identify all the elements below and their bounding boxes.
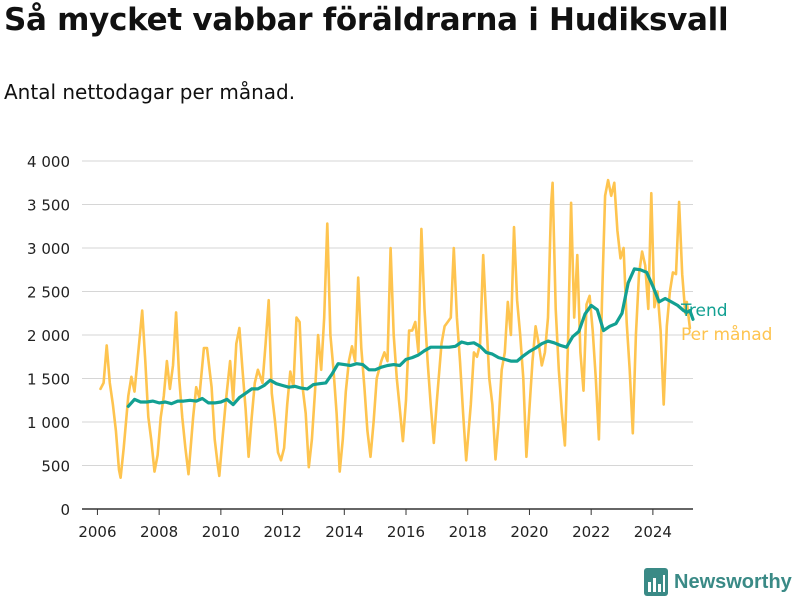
brand-name: Newsworthy xyxy=(674,570,792,593)
x-tick-label: 2016 xyxy=(387,523,425,541)
y-tick-label: 2 500 xyxy=(27,284,70,302)
legend-per-manad: Per månad xyxy=(681,324,772,345)
newsworthy-brand[interactable]: Newsworthy xyxy=(644,568,792,596)
y-tick-label: 500 xyxy=(41,458,70,476)
y-tick-label: 2 000 xyxy=(27,327,70,345)
x-tick-label: 2024 xyxy=(634,523,672,541)
chart-subtitle: Antal nettodagar per månad. xyxy=(4,80,296,104)
x-tick-label: 2014 xyxy=(325,523,363,541)
trend-series-line xyxy=(126,267,695,408)
x-tick-label: 2006 xyxy=(78,523,116,541)
y-tick-label: 3 000 xyxy=(27,240,70,258)
x-tick-label: 2012 xyxy=(263,523,301,541)
y-tick-label: 4 000 xyxy=(27,153,70,171)
chart-title: Så mycket vabbar föräldrarna i Hudiksval… xyxy=(4,2,729,38)
x-tick-label: 2020 xyxy=(510,523,548,541)
x-tick-label: 2010 xyxy=(202,523,240,541)
y-tick-label: 1 500 xyxy=(27,371,70,389)
y-axis-ticks: 0 500 1 000 1 500 2 000 2 500 3 000 3 500 4 000 xyxy=(27,153,70,519)
x-tick-label: 2008 xyxy=(140,523,178,541)
x-tick-label: 2018 xyxy=(449,523,487,541)
x-axis-ticks: 2006 2008 2010 2012 2014 2016 2018 2020 2022 2024 xyxy=(78,509,672,541)
y-tick-label: 0 xyxy=(60,501,70,519)
y-tick-label: 1 000 xyxy=(27,414,70,432)
bar-chart-logo-icon xyxy=(644,568,668,596)
monthly-series-line xyxy=(99,178,692,479)
legend: Trend Per månad xyxy=(680,301,772,345)
legend-trend: Trend xyxy=(680,301,728,321)
x-tick-label: 2022 xyxy=(572,523,610,541)
y-tick-label: 3 500 xyxy=(27,197,70,215)
series-lines xyxy=(99,178,695,479)
